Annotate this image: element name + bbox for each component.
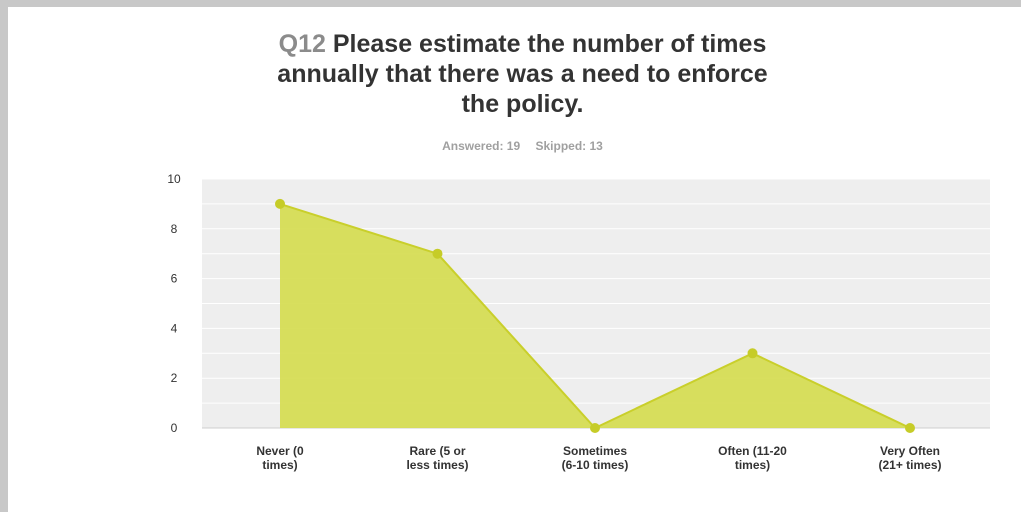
question-title-line-2: annually that there was a need to enforc… xyxy=(277,60,768,88)
skipped-count: Skipped: 13 xyxy=(535,139,603,153)
y-tick-label: 4 xyxy=(171,321,178,335)
data-point-4 xyxy=(905,423,915,433)
area-fill xyxy=(280,203,910,428)
data-point-2 xyxy=(590,423,600,433)
y-tick-label: 8 xyxy=(171,222,178,236)
x-tick-label: Sometimes (6-10 times) xyxy=(562,444,629,472)
y-tick-label: 6 xyxy=(171,272,178,286)
x-tick-label: Very Often (21+ times) xyxy=(878,444,941,472)
question-title-line-1: Please estimate the number of times xyxy=(332,30,767,58)
y-tick-label: 2 xyxy=(171,371,178,385)
chart-title: Q12 Please estimate the number of times … xyxy=(0,29,1021,119)
answered-count: Answered: 19 xyxy=(442,139,521,153)
response-stats: Answered: 19 Skipped: 13 xyxy=(0,139,1021,153)
x-tick-label: Never (0 times) xyxy=(256,444,304,472)
data-point-3 xyxy=(747,348,758,359)
question-title-line-3: the policy. xyxy=(461,90,584,118)
y-tick-label: 0 xyxy=(171,421,178,435)
question-number: Q12 xyxy=(278,30,326,58)
y-tick-label: 10 xyxy=(167,172,181,186)
data-point-1 xyxy=(432,248,443,259)
x-tick-label: Often (11-20 times) xyxy=(718,444,787,472)
x-tick-label: Rare (5 or less times) xyxy=(406,444,468,472)
data-point-0 xyxy=(275,198,285,209)
